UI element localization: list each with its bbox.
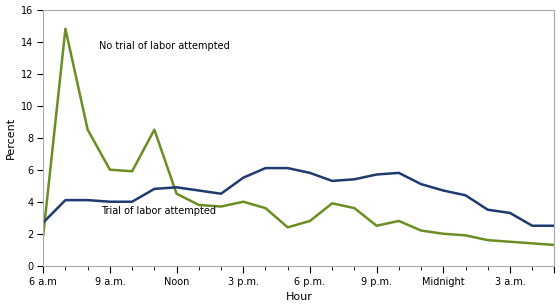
X-axis label: Hour: Hour — [286, 292, 312, 302]
Text: Trial of labor attempted: Trial of labor attempted — [101, 206, 216, 216]
Y-axis label: Percent: Percent — [6, 117, 16, 159]
Text: No trial of labor attempted: No trial of labor attempted — [99, 41, 230, 51]
